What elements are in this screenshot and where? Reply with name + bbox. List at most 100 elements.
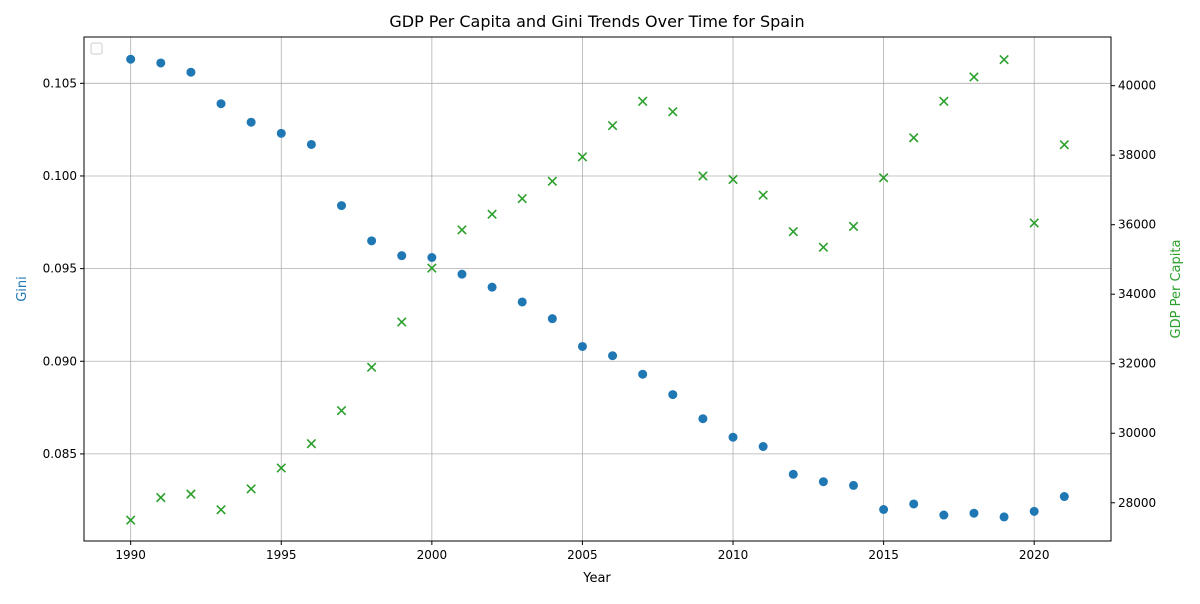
left-y-tick-label: 0.100 <box>43 169 77 183</box>
gini-point <box>818 477 828 487</box>
gini-point <box>246 117 256 127</box>
gdp-marker-stroke <box>487 209 497 220</box>
x-tick-label: 2000 <box>417 548 448 562</box>
gini-point <box>457 269 467 279</box>
gdp-marker-stroke <box>396 317 407 327</box>
gdp-marker-stroke <box>276 463 287 473</box>
gini-point <box>306 139 316 149</box>
gini-point <box>698 414 708 424</box>
gdp-per-capita-point <box>637 96 648 107</box>
right-y-tick-label: 38000 <box>1118 148 1156 162</box>
gini-point <box>758 442 768 451</box>
right-y-axis: 28000 30000 32000 34000 36000 38000 40000 <box>1111 79 1156 510</box>
gdp-marker-stroke <box>125 515 136 525</box>
gini-point <box>337 201 347 211</box>
x-tick-label: 2010 <box>718 548 749 562</box>
gdp-marker-stroke <box>637 96 648 107</box>
left-y-axis-label: Gini <box>15 276 30 302</box>
gdp-marker-stroke <box>1059 139 1070 150</box>
gdp-per-capita-point <box>878 173 889 183</box>
gdp-per-capita-point <box>246 484 256 494</box>
gini-point <box>367 236 377 246</box>
gdp-per-capita-point <box>517 193 527 204</box>
x-tick-label: 2015 <box>868 548 899 562</box>
gdp-marker-stroke <box>517 193 527 204</box>
gini-point <box>276 128 286 138</box>
gini-point <box>788 469 798 479</box>
gdp-per-capita-point <box>848 221 859 232</box>
gdp-per-capita-point <box>547 176 558 187</box>
gdp-marker-stroke <box>939 96 949 107</box>
gdp-marker-stroke <box>818 242 829 253</box>
gini-point <box>517 297 527 307</box>
gdp-per-capita-point <box>698 171 708 181</box>
gdp-per-capita-point <box>577 152 588 162</box>
gdp-per-capita-point <box>818 242 829 253</box>
gini-point <box>427 253 437 262</box>
right-y-tick-label: 40000 <box>1118 79 1156 93</box>
gdp-per-capita-point <box>366 362 377 372</box>
right-y-tick-label: 28000 <box>1118 496 1156 510</box>
gini-point <box>638 369 648 379</box>
legend-box <box>90 42 103 55</box>
gdp-per-capita-point <box>758 190 768 200</box>
x-tick-label: 1990 <box>115 548 146 562</box>
gdp-marker-stroke <box>788 226 799 237</box>
right-y-tick-label: 34000 <box>1118 287 1156 301</box>
gdp-marker-stroke <box>457 225 467 235</box>
left-y-axis: 0.085 0.090 0.095 0.100 0.105 <box>43 76 84 461</box>
gdp-per-capita-point <box>487 209 497 220</box>
x-axis-label: Year <box>582 571 611 586</box>
left-y-tick-label: 0.090 <box>43 354 77 368</box>
gdp-marker-stroke <box>999 54 1009 65</box>
gdp-per-capita-point <box>427 263 437 273</box>
gini-series <box>126 54 1069 522</box>
gdp-per-capita-point <box>788 226 799 237</box>
gini-point <box>216 99 226 109</box>
gdp-marker-stroke <box>547 176 558 187</box>
gdp-marker-stroke <box>1029 218 1039 228</box>
gdp-per-capita-point <box>186 489 196 499</box>
gini-point <box>186 67 196 77</box>
chart-title: GDP Per Capita and Gini Trends Over Time… <box>389 12 804 31</box>
gini-point <box>156 58 166 68</box>
gdp-marker-stroke <box>427 263 437 273</box>
x-tick-label: 2020 <box>1019 548 1050 562</box>
gdp-per-capita-series <box>125 54 1070 525</box>
gdp-per-capita-point <box>607 120 618 131</box>
plot-frame <box>83 36 1112 542</box>
gini-point <box>397 251 407 261</box>
gdp-marker-stroke <box>306 438 317 449</box>
gdp-marker-stroke <box>336 405 347 416</box>
gdp-marker-stroke <box>908 133 919 143</box>
gdp-per-capita-point <box>216 504 226 515</box>
gdp-marker-stroke <box>607 120 618 131</box>
gini-point <box>969 508 979 518</box>
gini-point <box>1059 492 1069 502</box>
left-y-tick-label: 0.085 <box>43 447 77 461</box>
right-y-tick-label: 32000 <box>1118 357 1156 371</box>
gdp-per-capita-point <box>336 405 347 416</box>
gini-point <box>668 390 678 400</box>
gdp-per-capita-point <box>939 96 949 107</box>
gini-point <box>728 432 738 442</box>
gini-point <box>939 510 949 520</box>
left-y-tick-label: 0.105 <box>43 76 77 90</box>
gdp-per-capita-point <box>1059 139 1070 150</box>
left-y-tick-label: 0.095 <box>43 262 77 276</box>
gdp-marker-stroke <box>969 72 979 82</box>
gdp-marker-stroke <box>246 484 256 494</box>
gdp-per-capita-point <box>306 438 317 449</box>
gdp-per-capita-point <box>1029 218 1039 228</box>
gini-point <box>487 282 497 292</box>
gdp-marker-stroke <box>758 190 768 200</box>
gdp-per-capita-point <box>668 106 678 117</box>
gdp-marker-stroke <box>668 106 678 117</box>
x-tick-label: 1995 <box>266 548 297 562</box>
right-y-tick-label: 30000 <box>1118 426 1156 440</box>
gini-point <box>608 351 618 361</box>
gdp-marker-stroke <box>728 174 738 185</box>
gini-point <box>879 505 889 514</box>
gdp-marker-stroke <box>848 221 859 232</box>
